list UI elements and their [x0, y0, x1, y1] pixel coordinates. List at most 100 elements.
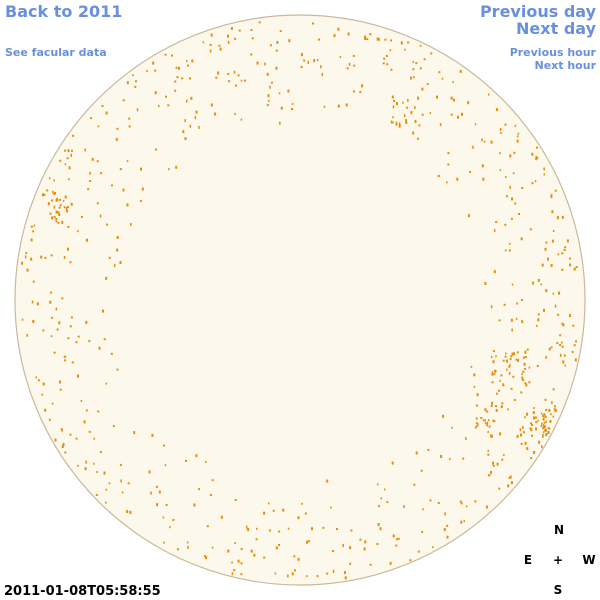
facula-dot: [495, 392, 498, 395]
facula-dot: [282, 508, 285, 512]
facula-dot: [32, 230, 35, 233]
facula-dot: [269, 85, 271, 89]
facula-dot: [545, 434, 548, 437]
facula-dot: [42, 382, 45, 386]
previous-hour-link[interactable]: Previous hour: [510, 46, 597, 59]
facula-dot: [83, 420, 86, 424]
facula-dot: [126, 510, 129, 513]
facula-dot: [184, 137, 187, 141]
facula-dot: [537, 318, 540, 322]
facula-dot: [508, 249, 511, 252]
facula-dot: [550, 264, 553, 267]
facula-dot: [412, 131, 415, 135]
facula-dot: [492, 360, 495, 364]
facula-dot: [396, 102, 398, 106]
facula-dot: [528, 381, 531, 384]
facula-dot: [189, 77, 191, 80]
facula-dot: [473, 373, 476, 377]
facula-dot: [488, 419, 490, 422]
facula-dot: [511, 328, 513, 332]
facula-dot: [193, 503, 196, 507]
facula-dot: [71, 361, 74, 364]
facula-dot: [189, 124, 192, 128]
facula-dot: [508, 476, 511, 479]
facula-dot: [154, 69, 157, 72]
facula-dot: [169, 526, 171, 529]
facula-dot: [438, 71, 441, 74]
facula-dot: [89, 180, 92, 182]
facula-dot: [512, 375, 515, 378]
facular-link[interactable]: See facular data: [5, 46, 107, 59]
facula-dot: [446, 535, 449, 539]
facula-dot: [294, 569, 296, 572]
facula-dot: [256, 61, 259, 65]
back-link[interactable]: Back to 2011: [5, 2, 122, 21]
facula-dot: [21, 261, 24, 265]
facula-dot: [495, 408, 498, 412]
facula-dot: [37, 379, 40, 382]
facula-dot: [53, 193, 56, 196]
facula-dot: [395, 123, 398, 126]
facula-dot: [429, 112, 432, 115]
facula-dot: [544, 414, 546, 418]
facula-dot: [556, 342, 559, 344]
facula-dot: [427, 448, 430, 451]
facula-dot: [493, 229, 496, 233]
facula-dot: [407, 41, 410, 44]
facula-dot: [490, 305, 493, 309]
facula-dot: [550, 346, 553, 349]
facula-dot: [321, 72, 324, 76]
facula-dot: [63, 355, 66, 358]
facula-dot: [417, 96, 420, 100]
facula-dot: [251, 37, 254, 40]
facula-dot: [318, 38, 320, 41]
facula-dot: [105, 382, 107, 385]
facula-dot: [575, 266, 578, 268]
facula-dot: [332, 550, 335, 552]
facula-dot: [396, 538, 398, 541]
facula-dot: [542, 434, 544, 438]
facula-dot: [231, 561, 233, 564]
facula-dot: [240, 548, 243, 551]
facula-dot: [554, 405, 556, 408]
facula-dot: [409, 559, 412, 562]
facula-dot: [126, 81, 129, 85]
facula-dot: [542, 415, 544, 417]
previous-day-link[interactable]: Previous day: [480, 2, 597, 21]
facula-dot: [495, 405, 497, 408]
facula-dot: [87, 188, 90, 191]
facula-dot: [544, 398, 547, 401]
facula-dot: [364, 37, 367, 40]
next-day-link[interactable]: Next day: [516, 19, 597, 38]
facula-dot: [461, 112, 463, 116]
facula-dot: [106, 223, 109, 226]
facula-dot: [422, 508, 424, 511]
facula-dot: [535, 427, 537, 431]
facula-dot: [481, 164, 484, 168]
facula-dot: [103, 471, 106, 475]
facula-dot: [227, 72, 230, 75]
facula-dot: [486, 423, 488, 427]
facula-dot: [514, 202, 517, 205]
facula-dot: [513, 352, 515, 356]
facula-dot: [64, 355, 67, 358]
facula-dot: [348, 62, 351, 66]
facula-dot: [353, 90, 356, 93]
facula-dot: [521, 376, 524, 380]
facula-dot: [451, 426, 453, 429]
facula-dot: [487, 431, 489, 433]
facula-dot: [484, 408, 487, 412]
facula-dot: [369, 563, 372, 566]
facula-dot: [551, 239, 554, 243]
next-hour-link[interactable]: Next hour: [535, 59, 597, 72]
facula-dot: [64, 451, 67, 454]
facula-dot: [185, 459, 187, 462]
facula-dot: [237, 74, 240, 77]
facula-dot: [522, 425, 524, 429]
facula-dot: [500, 405, 503, 409]
facula-dot: [503, 453, 505, 456]
facula-dot: [529, 228, 532, 231]
facula-dot: [279, 121, 281, 125]
facula-dot: [476, 393, 479, 397]
facula-dot: [264, 62, 266, 66]
